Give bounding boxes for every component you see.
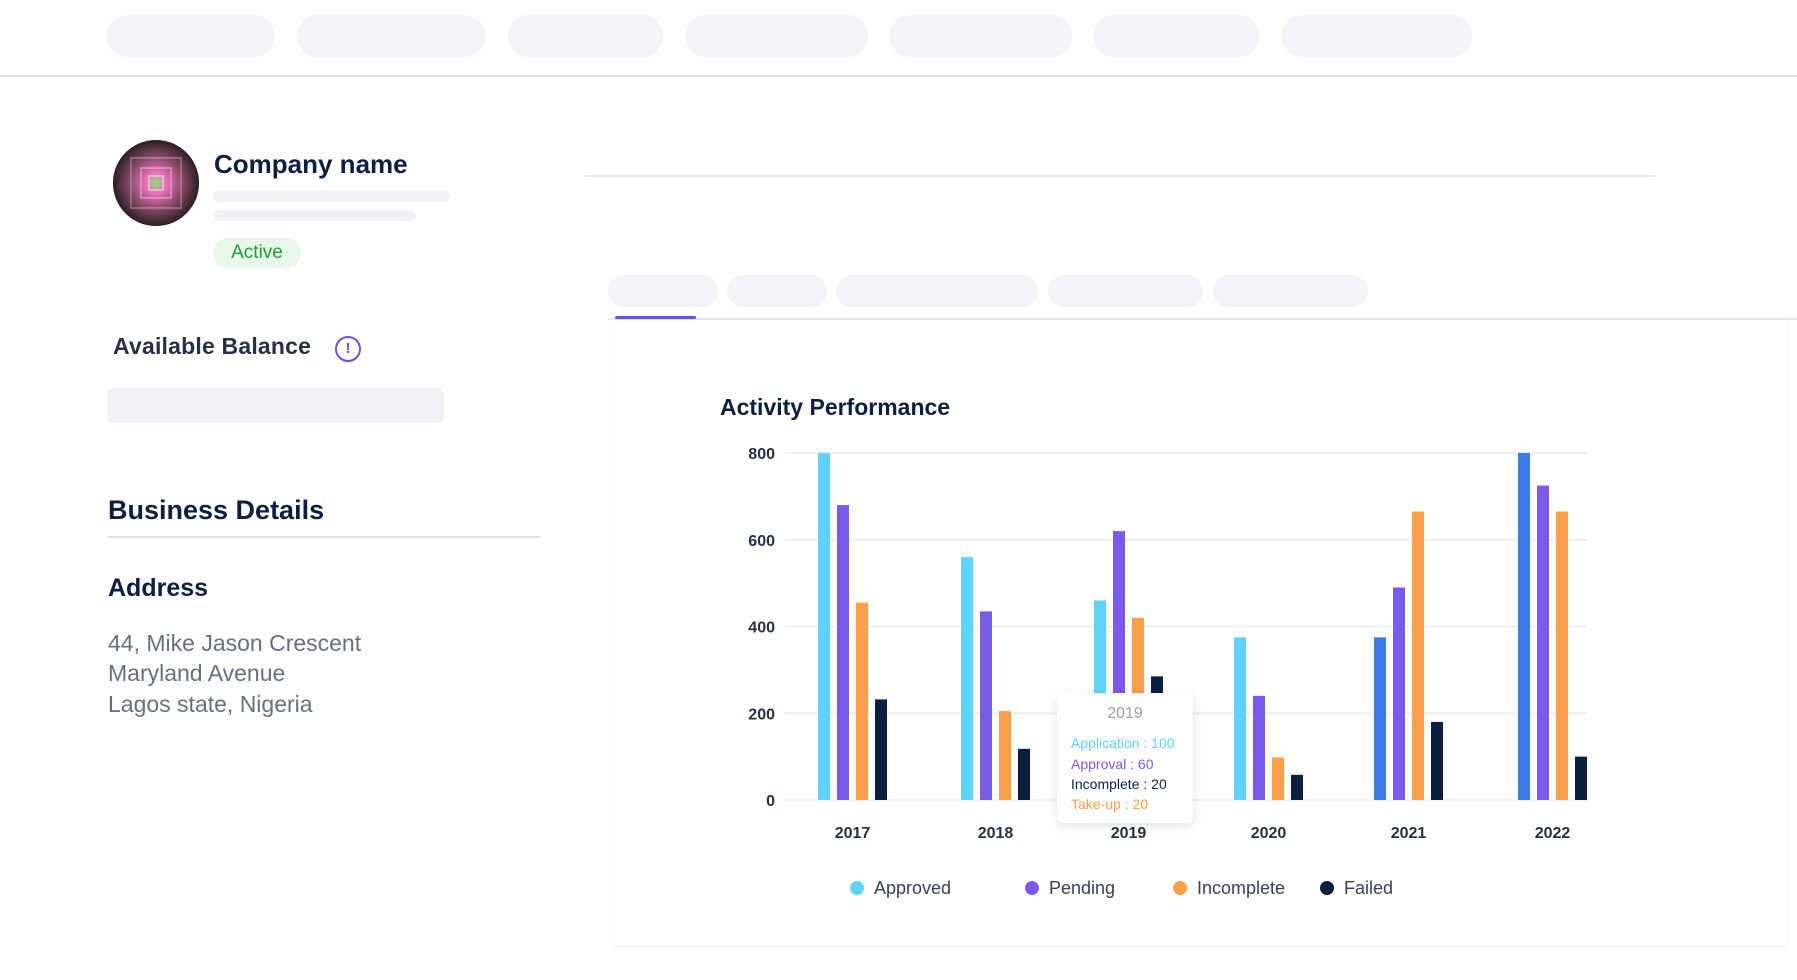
bar-approved-2020 xyxy=(1234,637,1246,800)
legend-item-incomplete[interactable]: Incomplete xyxy=(1173,878,1285,899)
address-line: Lagos state, Nigeria xyxy=(108,691,313,717)
nav-item-placeholder[interactable] xyxy=(107,15,274,57)
tab-placeholder[interactable] xyxy=(1213,275,1368,307)
tab-placeholder[interactable] xyxy=(1048,275,1203,307)
info-icon[interactable]: ! xyxy=(335,336,361,362)
x-tick-label: 2019 xyxy=(1111,825,1147,842)
company-name: Company name xyxy=(214,149,408,179)
bar-failed-2021 xyxy=(1431,721,1443,800)
text-placeholder xyxy=(213,191,450,202)
nav-item-placeholder[interactable] xyxy=(1094,15,1259,57)
address-line: 44, Mike Jason Crescent xyxy=(108,630,362,656)
bar-pending-2017 xyxy=(837,505,849,800)
top-navigation xyxy=(0,0,1797,77)
address-title: Address xyxy=(108,574,209,602)
bar-failed-2017 xyxy=(875,699,887,800)
bar-pending-2018 xyxy=(980,611,992,800)
tooltip-line: Approval : 60 xyxy=(1071,756,1154,772)
bar-incomplete-2022 xyxy=(1556,511,1568,800)
company-avatar xyxy=(113,140,199,226)
bar-approved-2021 xyxy=(1374,637,1386,800)
balance-value-placeholder xyxy=(107,388,444,423)
legend-dot xyxy=(1025,881,1039,895)
y-tick-label: 400 xyxy=(748,620,775,637)
bar-incomplete-2021 xyxy=(1412,511,1424,800)
legend-dot xyxy=(850,881,864,895)
bar-incomplete-2020 xyxy=(1272,757,1284,800)
tooltip-line: Take-up : 20 xyxy=(1071,796,1149,812)
nav-item-placeholder[interactable] xyxy=(508,15,663,57)
bar-approved-2022 xyxy=(1518,453,1530,800)
bar-failed-2018 xyxy=(1018,748,1030,800)
legend-label: Failed xyxy=(1344,878,1394,898)
legend-label: Approved xyxy=(874,878,952,898)
tooltip-year: 2019 xyxy=(1107,705,1143,722)
nav-item-placeholder[interactable] xyxy=(297,15,485,57)
tooltip-line: Application : 100 xyxy=(1071,735,1175,751)
bar-incomplete-2018 xyxy=(999,711,1011,800)
bar-failed-2022 xyxy=(1575,756,1587,800)
bar-approved-2017 xyxy=(818,453,830,800)
tabs-divider xyxy=(608,318,1797,320)
y-tick-label: 0 xyxy=(766,793,775,810)
divider xyxy=(108,536,540,538)
bar-approved-2018 xyxy=(961,557,973,800)
legend-item-failed[interactable]: Failed xyxy=(1320,878,1393,899)
x-tick-label: 2021 xyxy=(1391,825,1427,842)
divider xyxy=(585,175,1655,177)
nav-item-placeholder[interactable] xyxy=(890,15,1072,57)
bar-failed-2020 xyxy=(1291,774,1303,800)
legend-label: Pending xyxy=(1049,878,1116,898)
nav-item-placeholder[interactable] xyxy=(1282,15,1472,57)
chart-card xyxy=(612,320,1787,945)
chart-title: Activity Performance xyxy=(720,394,951,420)
available-balance-label: Available Balance xyxy=(113,333,312,359)
y-tick-label: 200 xyxy=(748,706,775,723)
text-placeholder xyxy=(213,210,416,221)
business-details-title: Business Details xyxy=(108,495,325,525)
bar-pending-2021 xyxy=(1393,587,1405,800)
tab-placeholder[interactable] xyxy=(836,275,1038,307)
nav-item-placeholder[interactable] xyxy=(686,15,868,57)
tooltip-line: Incomplete : 20 xyxy=(1071,776,1167,792)
legend-label: Incomplete xyxy=(1197,878,1286,898)
active-tab-indicator xyxy=(615,316,696,319)
address-line: Maryland Avenue xyxy=(108,660,286,686)
tab-placeholder[interactable] xyxy=(727,275,827,307)
y-tick-label: 600 xyxy=(748,533,775,550)
chart-tooltip: 2019 Application : 100 Approval : 60 Inc… xyxy=(1057,693,1193,823)
bar-pending-2022 xyxy=(1537,485,1549,800)
bar-incomplete-2017 xyxy=(856,602,868,800)
x-tick-label: 2022 xyxy=(1535,825,1571,842)
tunnel-image-icon xyxy=(113,140,199,226)
status-badge: Active xyxy=(213,238,301,268)
legend-item-approved[interactable]: Approved xyxy=(850,878,951,899)
bar-pending-2020 xyxy=(1253,695,1265,800)
x-tick-label: 2018 xyxy=(978,825,1014,842)
tab-placeholder[interactable] xyxy=(608,275,718,307)
legend-item-pending[interactable]: Pending xyxy=(1025,878,1115,899)
y-tick-label: 800 xyxy=(748,446,775,463)
legend-dot xyxy=(1320,881,1334,895)
x-tick-label: 2017 xyxy=(835,825,871,842)
legend-dot xyxy=(1173,881,1187,895)
x-tick-label: 2020 xyxy=(1251,825,1287,842)
